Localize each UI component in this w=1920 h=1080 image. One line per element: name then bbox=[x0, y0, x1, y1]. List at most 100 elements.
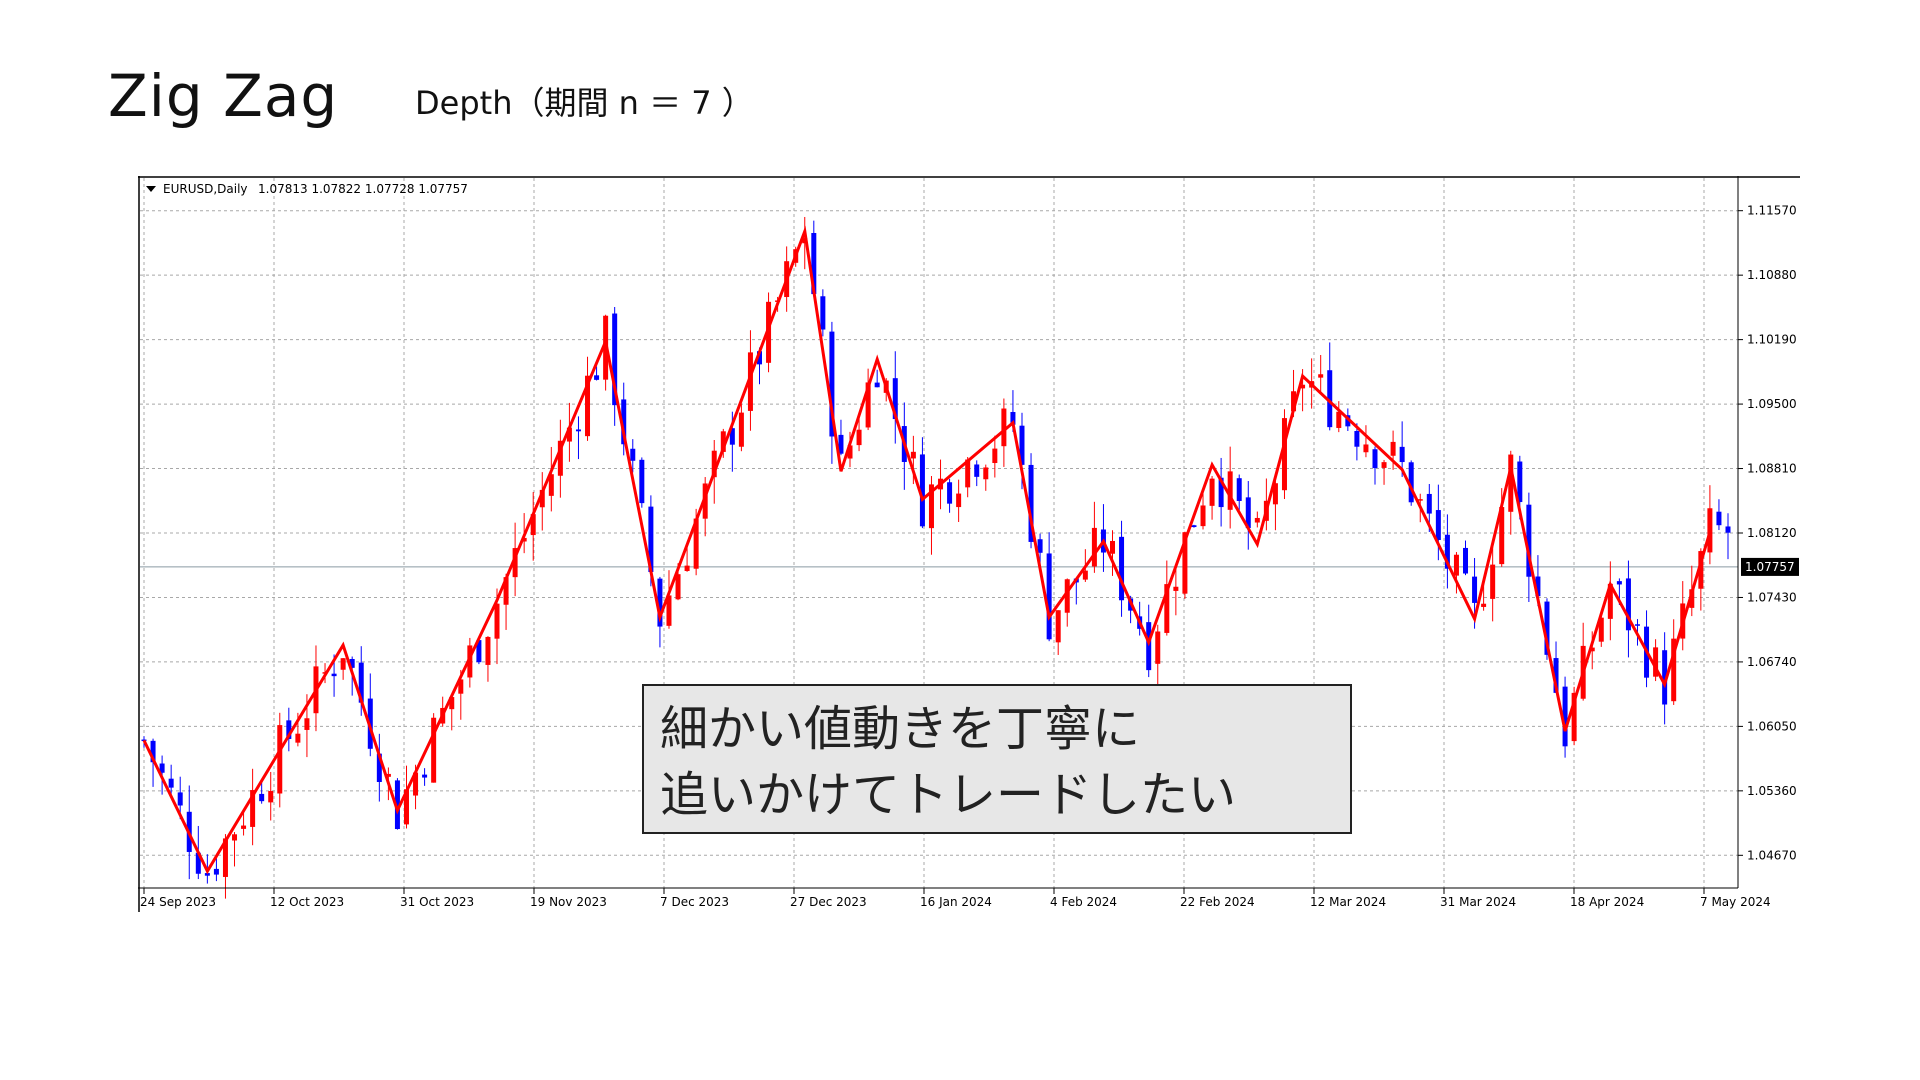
candle-body bbox=[232, 834, 238, 841]
x-axis-tick-label: 18 Apr 2024 bbox=[1570, 895, 1644, 909]
candle-body bbox=[1490, 564, 1496, 599]
candle-body bbox=[177, 792, 183, 806]
candle-body bbox=[530, 514, 536, 536]
candle-body bbox=[702, 483, 708, 519]
candle-body bbox=[820, 296, 826, 330]
candle-body bbox=[1598, 617, 1604, 642]
candle-body bbox=[358, 662, 364, 703]
candle-body bbox=[666, 595, 672, 626]
y-axis-tick-label: 1.06740 bbox=[1747, 655, 1797, 669]
candle-body bbox=[756, 351, 762, 365]
candle-body bbox=[331, 673, 337, 677]
candle-body bbox=[268, 791, 274, 803]
grid-layer bbox=[140, 178, 1738, 888]
candle-body bbox=[1010, 412, 1016, 425]
candle-body bbox=[503, 577, 509, 605]
current-price-label: 1.07757 bbox=[1745, 560, 1795, 574]
candle-body bbox=[1218, 477, 1224, 508]
y-axis-tick-label: 1.05360 bbox=[1747, 784, 1797, 798]
candle-body bbox=[1001, 408, 1007, 447]
candle-body bbox=[594, 375, 600, 380]
x-axis-tick-label: 31 Mar 2024 bbox=[1440, 895, 1516, 909]
candle-body bbox=[829, 331, 835, 437]
x-axis-tick-label: 7 Dec 2023 bbox=[660, 895, 729, 909]
candle-body bbox=[1671, 638, 1677, 702]
candle-body bbox=[539, 489, 545, 508]
candle-body bbox=[168, 778, 174, 788]
y-axis-tick-label: 1.10880 bbox=[1747, 268, 1797, 282]
candle-body bbox=[403, 789, 409, 825]
candle-body bbox=[1281, 418, 1287, 491]
candle-body bbox=[1725, 526, 1731, 533]
current-price-label-bg bbox=[1741, 557, 1799, 576]
candle-body bbox=[1254, 517, 1260, 523]
axis-layer: 1.11570 1.10880 1.10190 1.09500 1.08810 1.081… bbox=[140, 204, 1799, 909]
candle-body bbox=[467, 645, 473, 678]
candle-body bbox=[295, 733, 301, 743]
candle-body bbox=[1291, 391, 1297, 412]
candle-body bbox=[1091, 527, 1097, 567]
candle-body bbox=[485, 636, 491, 665]
candle-body bbox=[575, 429, 581, 432]
candle-body bbox=[431, 717, 437, 783]
candle-body bbox=[1164, 584, 1170, 633]
candle-body bbox=[965, 459, 971, 488]
candle-body bbox=[1553, 658, 1559, 693]
candle-body bbox=[150, 740, 156, 763]
candle-body bbox=[1046, 553, 1052, 640]
candle-body bbox=[657, 578, 663, 627]
candle-body bbox=[1236, 478, 1242, 501]
candle-body bbox=[422, 774, 428, 778]
candle-body bbox=[222, 838, 228, 877]
candle-body bbox=[476, 640, 482, 663]
candle-body bbox=[675, 574, 681, 600]
candle-body bbox=[1662, 650, 1668, 705]
candle-body bbox=[648, 506, 654, 572]
callout-line-1: 細かい値動きを丁寧に bbox=[660, 701, 1141, 757]
candle-body bbox=[1110, 540, 1116, 554]
candle-body bbox=[195, 852, 201, 874]
dropdown-triangle-icon[interactable] bbox=[146, 186, 156, 192]
candle-body bbox=[947, 482, 953, 504]
candle-body bbox=[956, 493, 962, 508]
candle-body bbox=[1453, 554, 1459, 576]
candle-body bbox=[1634, 624, 1640, 626]
candle-body bbox=[1716, 511, 1722, 526]
y-axis-tick-label: 1.10190 bbox=[1747, 333, 1797, 347]
candle-body bbox=[1689, 589, 1695, 608]
candle-body bbox=[1408, 462, 1414, 503]
candle-body bbox=[910, 451, 916, 459]
x-axis-tick-label: 24 Sep 2023 bbox=[140, 895, 216, 909]
candle-body bbox=[747, 352, 753, 411]
candle-body bbox=[711, 450, 717, 478]
candle-body bbox=[874, 382, 880, 388]
candle-body bbox=[512, 548, 518, 578]
candle-body bbox=[548, 474, 554, 496]
candle-body bbox=[983, 467, 989, 480]
candle-body bbox=[557, 440, 563, 476]
candle-body bbox=[992, 448, 998, 464]
candle-body bbox=[1272, 483, 1278, 505]
candle-body bbox=[1499, 507, 1505, 565]
candle-body bbox=[277, 725, 283, 794]
y-axis-tick-label: 1.08810 bbox=[1747, 462, 1797, 476]
candle-body bbox=[1481, 603, 1487, 607]
candle-body bbox=[1472, 576, 1478, 603]
candle-body bbox=[621, 399, 627, 445]
candle-body bbox=[1562, 686, 1568, 747]
candle-body bbox=[684, 565, 690, 571]
candle-body bbox=[585, 375, 591, 437]
candle-body bbox=[1082, 570, 1088, 580]
candle-body bbox=[394, 780, 400, 830]
candle-body bbox=[1245, 497, 1251, 529]
candle-body bbox=[250, 790, 256, 827]
candle-body bbox=[1698, 551, 1704, 589]
candle-body bbox=[449, 697, 455, 710]
candle-body bbox=[1426, 493, 1432, 514]
callout-box: 細かい値動きを丁寧に 追いかけてトレードしたい bbox=[642, 684, 1352, 834]
candle-body bbox=[494, 603, 500, 639]
candle-body bbox=[729, 428, 735, 445]
candle-body bbox=[304, 718, 310, 730]
x-axis-tick-label: 31 Oct 2023 bbox=[400, 895, 474, 909]
candle-body bbox=[639, 459, 645, 504]
